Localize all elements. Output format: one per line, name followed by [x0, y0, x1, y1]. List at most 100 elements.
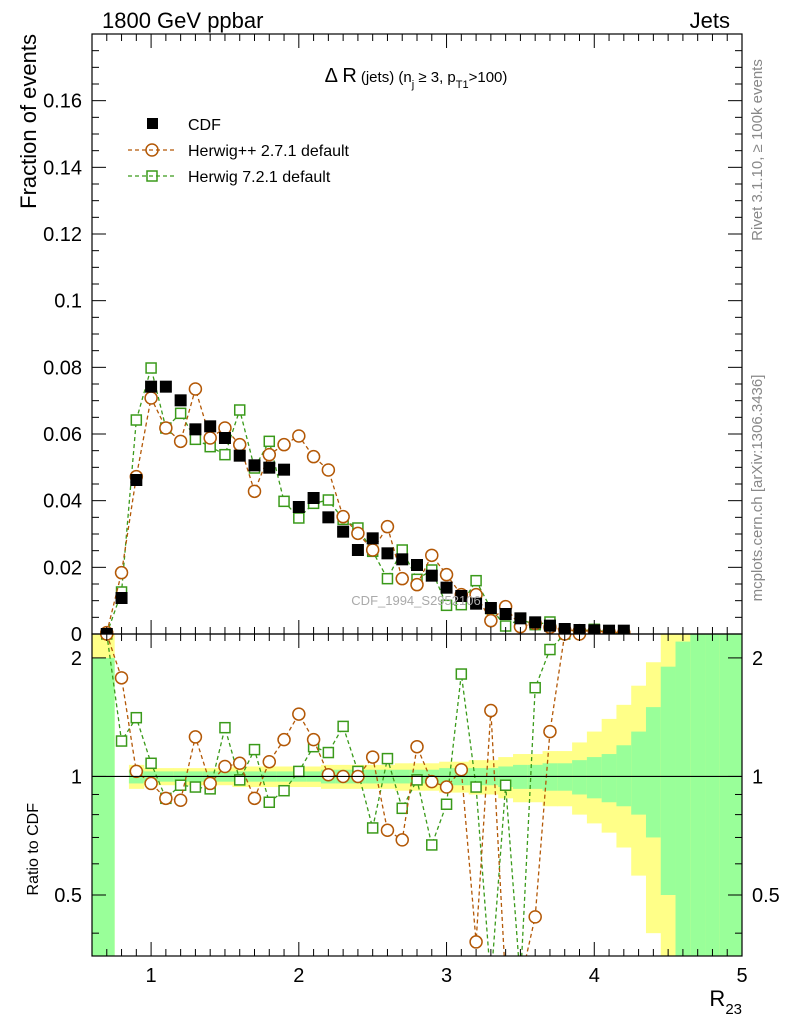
y-tick-label: 0.04: [43, 491, 82, 513]
y-tick-label: 0.06: [43, 424, 82, 446]
herwig7-ratio-point: [440, 798, 453, 810]
cdf-main-point: [425, 569, 438, 582]
herwigpp-ratio-line: [106, 634, 580, 956]
herwigpp-ratio-point: [500, 976, 512, 988]
cdf-main-point: [351, 544, 364, 556]
ratio-y-tick-label-right: 1: [752, 766, 763, 788]
cdf-main-point: [322, 511, 335, 524]
herwigpp-main-point: [380, 519, 395, 534]
herwigpp-main-point: [484, 613, 498, 628]
legend-marker-cdf: [147, 118, 158, 129]
herwigpp-ratio-point: [203, 776, 217, 791]
band-green-bin: [586, 757, 603, 799]
herwig7-ratio-point: [263, 796, 276, 808]
herwigpp-ratio-point: [528, 910, 542, 924]
cdf-main-point: [159, 380, 172, 393]
cdf-main-point: [484, 602, 497, 614]
herwig7-main-point: [322, 494, 335, 506]
herwigpp-ratio-point: [395, 833, 409, 847]
ratio-y-tick-label: 2: [71, 648, 82, 670]
y-tick-label: 0.02: [43, 557, 82, 579]
herwig7-main-point: [278, 495, 290, 508]
cdf-main-point: [307, 492, 320, 504]
herwig7-ratio-point: [130, 711, 143, 724]
herwigpp-ratio-point: [218, 759, 232, 774]
x-tick-label: 1: [146, 965, 157, 987]
mcplots-label: mcplots.cern.ch [arXiv:1306.3436]: [749, 375, 766, 602]
herwig7-main-point: [130, 414, 143, 426]
herwig7-ratio-point: [219, 721, 231, 734]
herwigpp-main-point: [173, 434, 188, 449]
cdf-main-point: [174, 394, 187, 407]
herwigpp-main-point: [321, 463, 336, 477]
cdf-main-point: [529, 616, 542, 629]
herwig7-ratio-point: [381, 752, 394, 765]
rivet-version-label: Rivet 3.1.10, ≥ 100k events: [749, 59, 766, 241]
cdf-main-point: [543, 619, 556, 632]
y-tick-label: 0.16: [43, 91, 82, 113]
main-y-axis-label: Fraction of events: [16, 34, 41, 209]
cdf-main-point: [115, 592, 128, 604]
y-tick-label: 0.12: [43, 224, 82, 246]
herwig7-main-point: [189, 433, 202, 446]
band-green-bin: [572, 760, 588, 795]
x-axis-label: R23: [709, 986, 742, 1018]
cdf-main-point: [337, 525, 350, 538]
cdf-main-point: [263, 461, 276, 474]
herwigpp-main-point: [188, 382, 203, 396]
herwigpp-ratio-point: [159, 791, 173, 806]
cdf-main-point: [130, 474, 143, 486]
band-green-bin: [601, 754, 617, 803]
herwigpp-main-point: [114, 565, 129, 580]
herwig7-ratio-point: [278, 784, 290, 797]
cdf-main-point: [145, 380, 158, 393]
cdf-main-point: [292, 501, 305, 513]
herwig7-main-point: [219, 448, 231, 461]
y-tick-label: 0.08: [43, 357, 82, 379]
band-green-bin: [675, 641, 691, 956]
herwig7-ratio-point: [174, 779, 187, 791]
herwig7-ratio-point: [470, 781, 482, 793]
herwigpp-main-point: [277, 437, 291, 452]
herwigpp-ratio-point: [129, 764, 144, 779]
cdf-main-point: [233, 449, 246, 462]
herwigpp-ratio-point: [380, 823, 395, 838]
legend-marker-herwigpp: [145, 143, 159, 157]
cdf-main-point: [455, 590, 468, 602]
herwigpp-main-point: [144, 391, 158, 405]
herwigpp-main-point: [247, 484, 262, 499]
herwig7-ratio-point: [189, 781, 202, 793]
cdf-main-point: [189, 423, 202, 436]
herwigpp-ratio-point: [247, 791, 262, 806]
ratio-y-tick-label-right: 2: [752, 648, 763, 670]
herwig7-ratio-point: [486, 977, 496, 987]
herwigpp-ratio-point: [173, 793, 188, 808]
herwig7-ratio-point: [499, 779, 512, 791]
herwigpp-ratio-point: [410, 739, 424, 754]
herwigpp-main-point: [351, 526, 365, 541]
herwig7-main-point: [381, 572, 394, 585]
cdf-main-point: [396, 553, 409, 566]
herwigpp-ratio-point: [439, 780, 454, 794]
herwig7-ratio-point: [366, 822, 379, 834]
herwigpp-ratio-point: [144, 776, 158, 791]
header-right-label: Jets: [690, 8, 730, 33]
analysis-id-label: CDF_1994_S2952106: [351, 593, 480, 608]
band-green-bin: [660, 666, 677, 895]
cdf-main-point: [248, 459, 261, 472]
herwig7-ratio-point: [544, 643, 556, 656]
herwig7-main-point: [293, 512, 305, 524]
herwig7-ratio-point: [322, 746, 335, 759]
herwigpp-main-point: [395, 571, 409, 586]
herwigpp-main-point: [262, 447, 277, 462]
herwig7-main-point: [174, 407, 187, 420]
band-green-bin: [690, 634, 706, 956]
x-tick-label: 4: [589, 965, 600, 987]
herwig7-ratio-point: [145, 757, 157, 770]
herwigpp-ratio-point: [469, 935, 483, 949]
y-tick-label: 0.1: [54, 291, 82, 313]
herwig7-ratio-point: [248, 743, 261, 756]
herwigpp-ratio-point: [277, 732, 291, 747]
herwig7-ratio-point: [455, 668, 468, 680]
